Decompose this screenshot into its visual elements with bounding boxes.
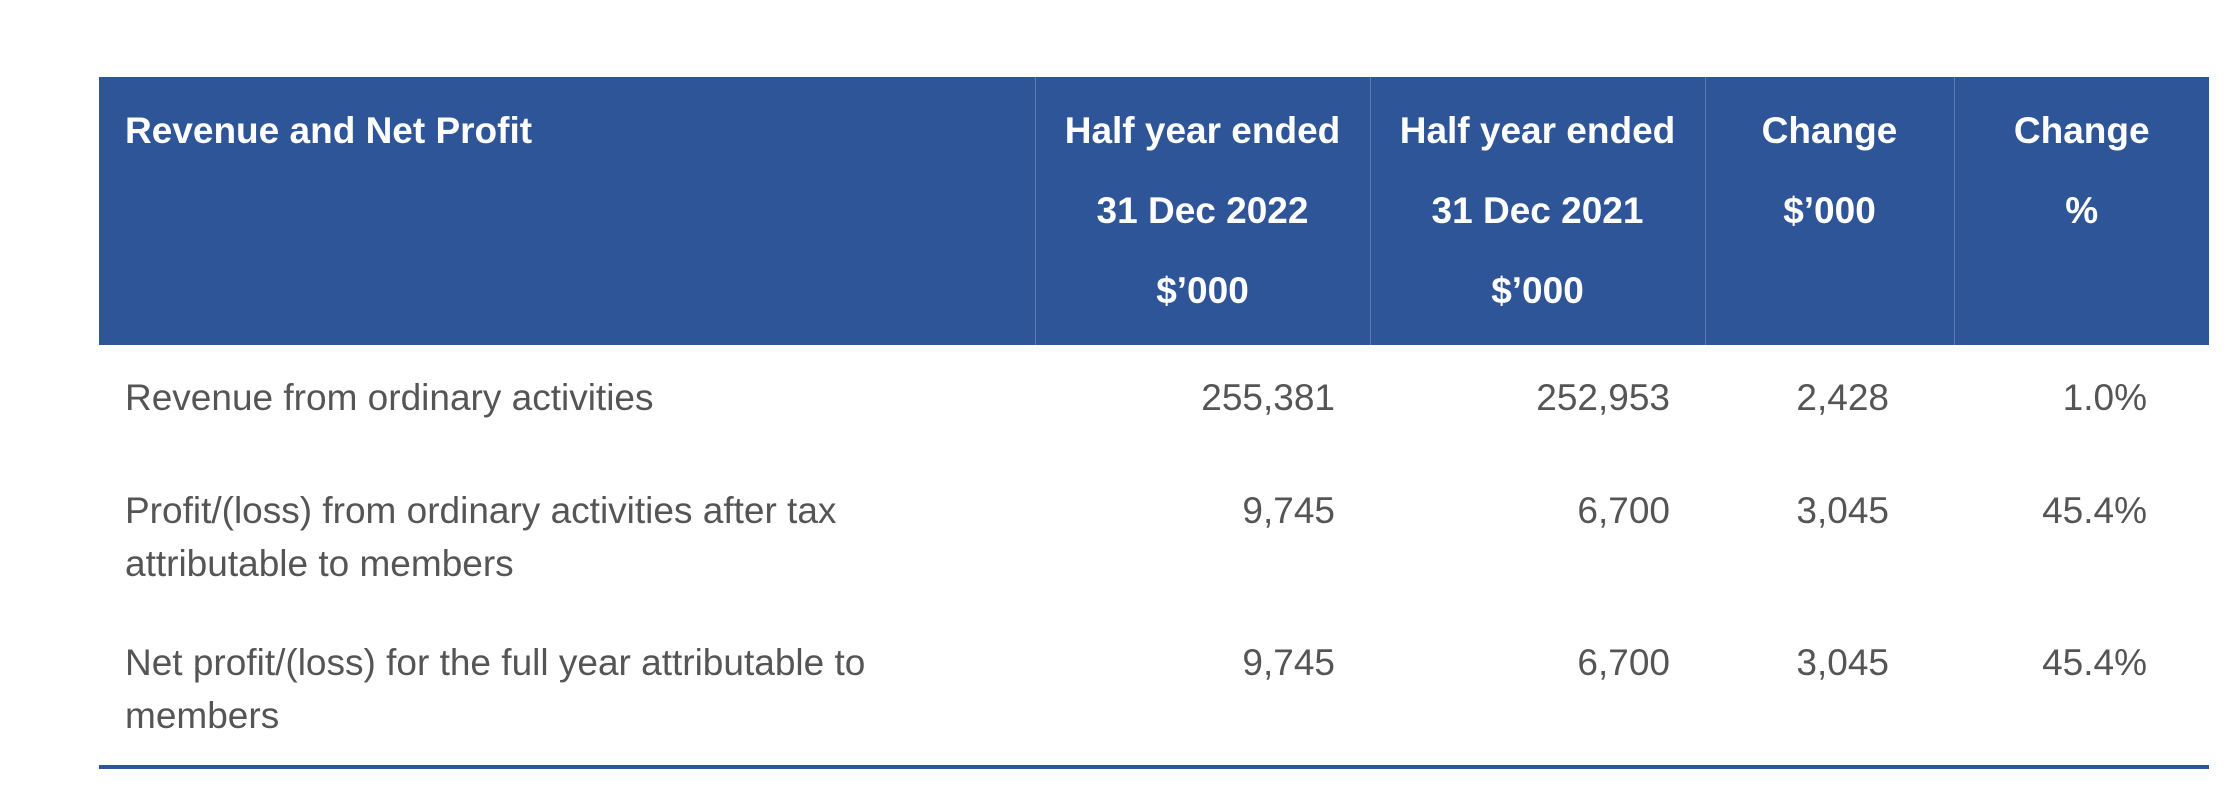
- header-line: Half year ended: [1064, 110, 1341, 151]
- header-line: Revenue and Net Profit: [125, 110, 533, 151]
- header-line: %: [2065, 190, 2099, 231]
- header-line: 31 Dec 2021: [1431, 190, 1644, 231]
- value-half-year-2022: 9,745: [1242, 490, 1335, 531]
- value-change-percent: 1.0%: [2062, 377, 2147, 418]
- value-change-amount: 2,428: [1796, 377, 1889, 418]
- table-header-row: Revenue and Net Profit Half year ended 3…: [99, 77, 2209, 345]
- header-change-amount: Change $’000: [1705, 77, 1955, 345]
- row-label: Revenue from ordinary activities: [125, 377, 654, 418]
- value-half-year-2022: 9,745: [1035, 617, 1370, 769]
- header-change-percent: Change %: [1954, 77, 2209, 345]
- header-line: $’000: [1156, 270, 1249, 311]
- row-label: Net profit/(loss) for the full year attr…: [99, 617, 1035, 769]
- value-half-year-2021: 6,700: [1370, 617, 1705, 769]
- value-change-percent: 45.4%: [2042, 490, 2147, 531]
- value-half-year-2022: 255,381: [1201, 377, 1335, 418]
- header-line: $’000: [1783, 190, 1876, 231]
- header-half-year-2022: Half year ended 31 Dec 2022 $’000: [1035, 77, 1371, 345]
- header-half-year-2021: Half year ended 31 Dec 2021 $’000: [1370, 77, 1706, 345]
- value-change-amount: 3,045: [1705, 617, 1954, 769]
- value-change-percent: 45.4%: [1954, 617, 2209, 769]
- table-row: Net profit/(loss) for the full year attr…: [99, 617, 2209, 769]
- revenue-net-profit-table: Revenue and Net Profit Half year ended 3…: [99, 77, 2209, 769]
- value-half-year-2021: 252,953: [1536, 377, 1670, 418]
- header-line: 31 Dec 2022: [1096, 190, 1309, 231]
- header-line: Change: [2013, 110, 2150, 151]
- header-line: Half year ended: [1399, 110, 1676, 151]
- table-row: Profit/(loss) from ordinary activities a…: [99, 455, 2209, 617]
- value-half-year-2021: 6,700: [1577, 490, 1670, 531]
- revenue-net-profit-table-wrapper: Revenue and Net Profit Half year ended 3…: [99, 77, 2209, 769]
- header-line: Change: [1761, 110, 1898, 151]
- row-label: Profit/(loss) from ordinary activities a…: [125, 490, 837, 584]
- header-line: $’000: [1491, 270, 1584, 311]
- table-row: Revenue from ordinary activities 255,381…: [99, 345, 2209, 455]
- header-revenue-net-profit: Revenue and Net Profit: [99, 77, 1036, 345]
- value-change-amount: 3,045: [1796, 490, 1889, 531]
